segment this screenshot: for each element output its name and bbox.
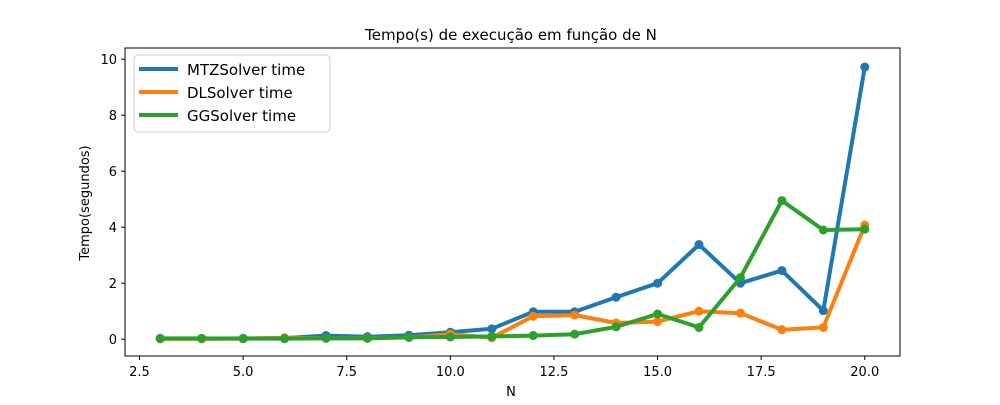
x-tick-label: 10.0 bbox=[436, 365, 465, 380]
y-tick-label: 4 bbox=[109, 221, 117, 236]
data-point bbox=[611, 292, 621, 302]
y-tick-label: 10 bbox=[100, 53, 117, 68]
data-point bbox=[694, 322, 704, 332]
plot-frame bbox=[124, 47, 901, 357]
series-3 bbox=[155, 196, 870, 344]
y-axis-label: Tempo(segundos) bbox=[78, 145, 93, 261]
y-tick-label: 0 bbox=[109, 333, 117, 348]
data-point bbox=[280, 334, 290, 344]
data-point bbox=[735, 308, 745, 318]
data-point bbox=[321, 333, 331, 343]
data-point bbox=[445, 332, 455, 342]
x-tick-label: 15.0 bbox=[643, 365, 672, 380]
axis-ticks: 2.5 5.0 7.5 10.0 12.5 15.0 17.5 20.0 0 2 4 6 8 10 bbox=[100, 53, 879, 380]
x-tick-label: 7.5 bbox=[336, 365, 357, 380]
data-point bbox=[860, 224, 870, 234]
data-point bbox=[735, 273, 745, 283]
data-point bbox=[777, 196, 787, 206]
chart-title: Tempo(s) de execução em função de N bbox=[364, 26, 657, 44]
data-point bbox=[528, 331, 538, 341]
x-tick-label: 12.5 bbox=[539, 365, 568, 380]
legend-frame bbox=[133, 54, 331, 133]
data-point bbox=[528, 311, 538, 321]
x-tick-label: 17.5 bbox=[747, 365, 776, 380]
data-point bbox=[155, 333, 165, 343]
data-point bbox=[487, 331, 497, 341]
y-tick-label: 2 bbox=[109, 277, 117, 292]
data-point bbox=[362, 333, 372, 343]
legend-label: MTZSolver time bbox=[187, 61, 305, 79]
legend: MTZSolver time DLSolver time GGSolver time bbox=[133, 54, 331, 133]
x-axis-label: N bbox=[506, 385, 516, 400]
data-point bbox=[197, 333, 207, 343]
data-point bbox=[818, 322, 828, 332]
data-point bbox=[777, 266, 787, 276]
data-point bbox=[238, 334, 248, 344]
y-tick-label: 8 bbox=[109, 109, 117, 124]
series-layer bbox=[155, 62, 870, 344]
data-point bbox=[487, 324, 497, 334]
data-point bbox=[818, 225, 828, 235]
data-point bbox=[653, 317, 663, 327]
legend-label: DLSolver time bbox=[187, 84, 293, 102]
x-tick-label: 2.5 bbox=[129, 365, 150, 380]
series-line bbox=[158, 198, 867, 341]
data-point bbox=[570, 329, 580, 339]
data-point bbox=[404, 332, 414, 342]
data-point bbox=[653, 309, 663, 319]
data-point bbox=[653, 278, 663, 288]
data-point bbox=[818, 306, 828, 316]
data-point bbox=[570, 310, 580, 320]
x-tick-label: 5.0 bbox=[233, 365, 254, 380]
data-point bbox=[611, 322, 621, 332]
y-tick-label: 6 bbox=[109, 165, 117, 180]
data-point bbox=[694, 240, 704, 250]
data-point bbox=[694, 306, 704, 316]
legend-label: GGSolver time bbox=[187, 107, 296, 125]
x-tick-label: 20.0 bbox=[850, 365, 879, 380]
data-point bbox=[860, 62, 870, 72]
data-point bbox=[777, 325, 787, 335]
